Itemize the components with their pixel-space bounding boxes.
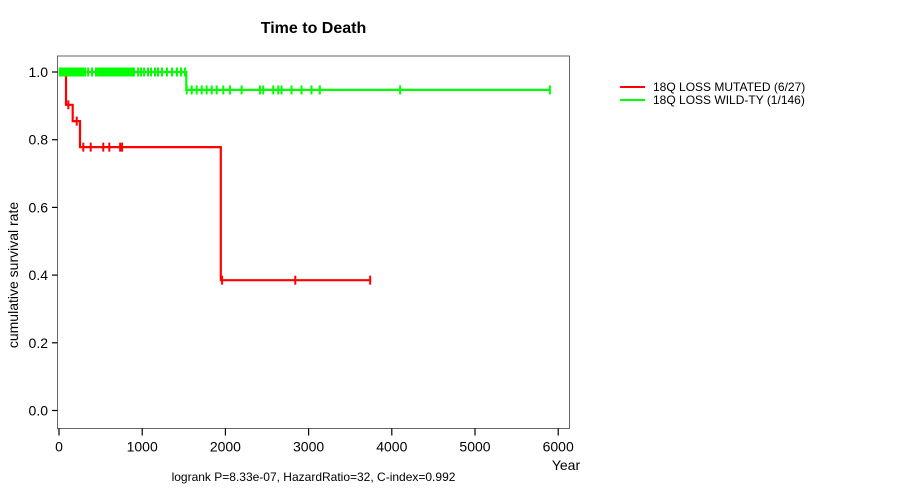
- y-tick-label: 0.0: [29, 403, 49, 419]
- legend-line-green-icon: [620, 99, 645, 102]
- y-tick-label: 0.4: [29, 267, 49, 283]
- legend-label-wildtype: 18Q LOSS WILD-TY (1/146): [653, 93, 805, 108]
- survival-curve-mutated: [59, 70, 371, 282]
- y-axis-title: cumulative survival rate: [5, 201, 21, 349]
- x-tick-label: 3000: [293, 439, 324, 455]
- statistics-annotation: logrank P=8.33e-07, HazardRatio=32, C-in…: [171, 470, 456, 484]
- plot-box: [57, 55, 570, 429]
- y-tick-label: 0.6: [29, 199, 49, 215]
- legend-item-mutated: 18Q LOSS MUTATED (6/27): [620, 80, 805, 94]
- x-tick-label: 1000: [127, 439, 158, 455]
- x-tick-label: 6000: [543, 439, 574, 455]
- x-tick-label: 0: [55, 439, 63, 455]
- y-tick-label: 0.8: [29, 132, 49, 148]
- legend-line-red-icon: [620, 85, 645, 88]
- chart-title: Time to Death: [260, 20, 367, 37]
- legend-label-mutated: 18Q LOSS MUTATED (6/27): [653, 79, 806, 94]
- y-tick-label: 0.2: [29, 335, 49, 351]
- legend-item-wildtype: 18Q LOSS WILD-TY (1/146): [620, 93, 805, 108]
- legend: 18Q LOSS MUTATED (6/27) 18Q LOSS WILD-TY…: [620, 80, 805, 107]
- x-tick-label: 5000: [459, 439, 490, 455]
- x-axis-title: Year: [551, 457, 581, 473]
- y-tick-label: 1.0: [29, 64, 49, 80]
- x-tick-label: 4000: [376, 439, 407, 455]
- x-tick-label: 2000: [210, 439, 241, 455]
